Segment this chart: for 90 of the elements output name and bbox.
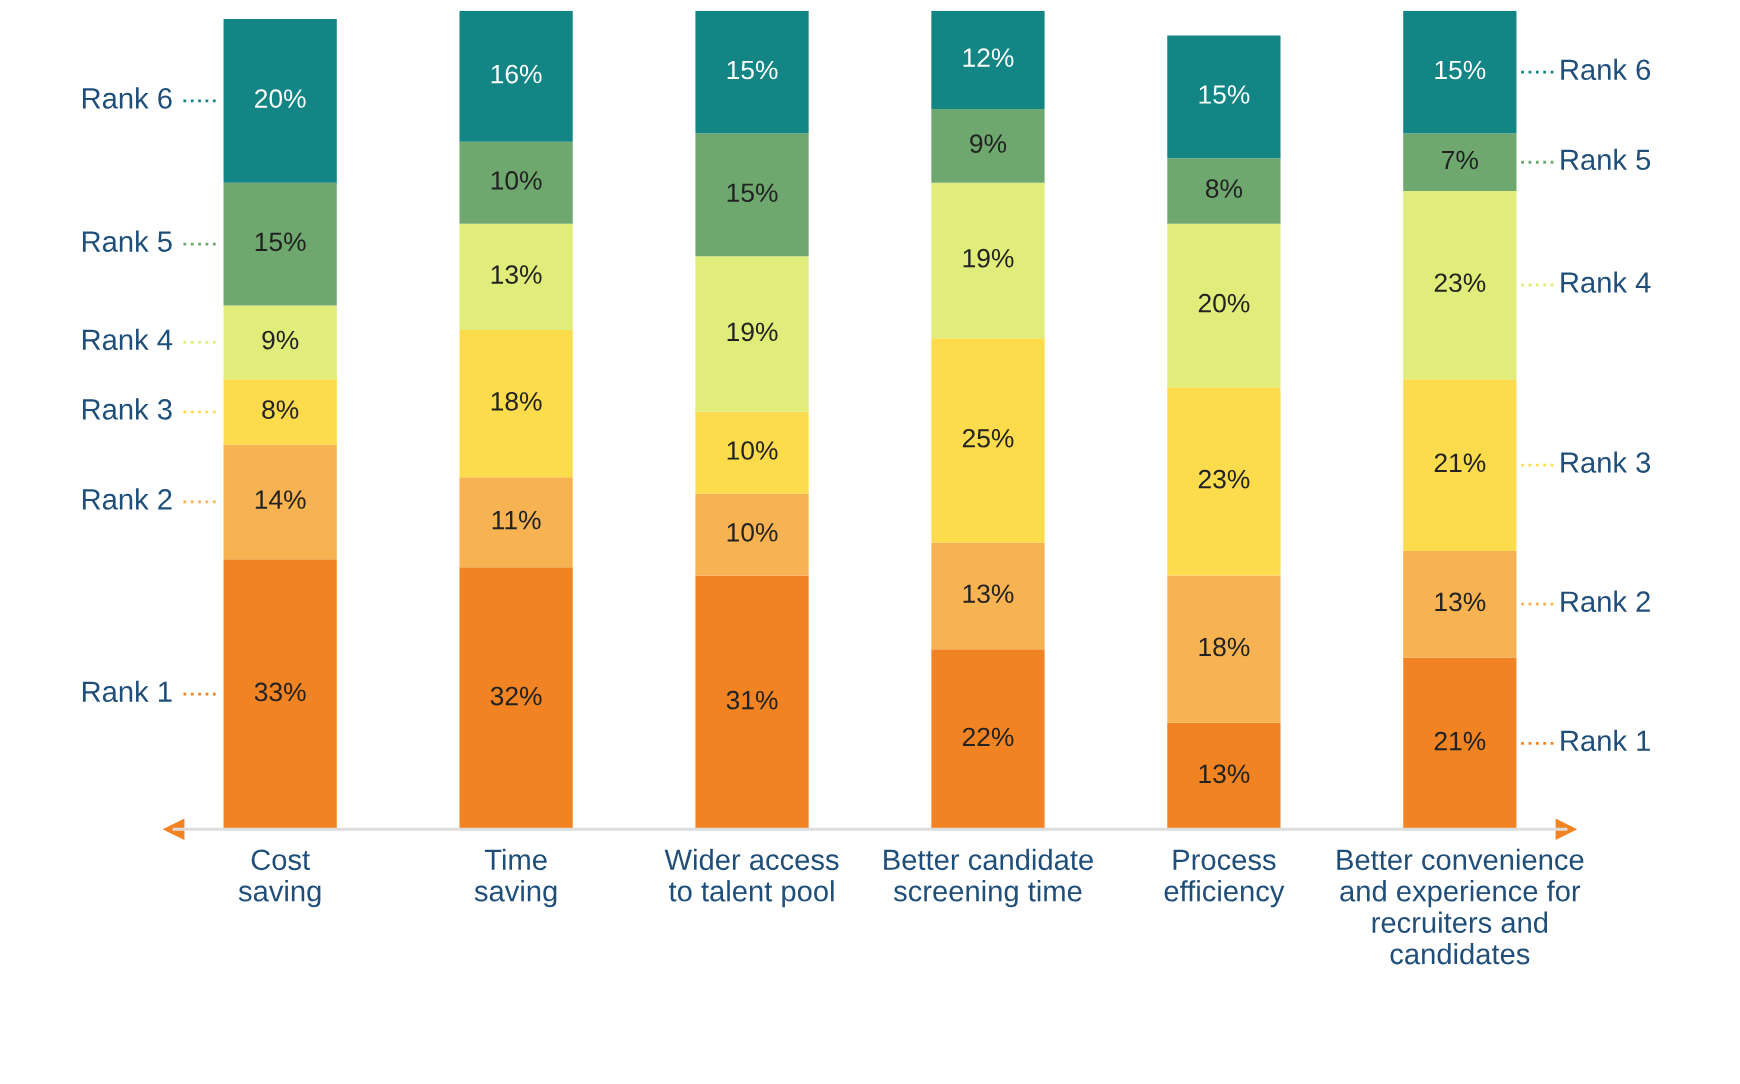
bar [931, 338, 1045, 543]
data-label: 7% [1442, 150, 1478, 170]
data-label: 15% [1199, 85, 1250, 104]
legend-label: Rank 6 [1561, 58, 1651, 81]
text: Rank 1 [82, 680, 172, 703]
bar [459, 141, 573, 224]
bar [931, 649, 1045, 830]
bar [1403, 133, 1517, 191]
data-label: 9% [970, 134, 1007, 153]
data-label: 12% [963, 48, 1014, 67]
data-label: 15% [727, 60, 778, 80]
bar [1167, 575, 1281, 723]
legend-label: Rank 5 [1561, 148, 1651, 171]
bar [931, 109, 1045, 183]
text: Rank 4 [82, 328, 173, 351]
text: Rank 3 [82, 398, 172, 420]
bar [223, 444, 337, 560]
data-label: 8% [1205, 179, 1243, 198]
data-label: 21% [1434, 453, 1486, 473]
bar [1167, 35, 1281, 159]
bar [695, 256, 809, 412]
data-label: 15% [1435, 60, 1486, 80]
bar [459, 223, 573, 331]
data-label: 19% [727, 322, 778, 342]
text: Rank 6 [82, 87, 172, 109]
bar [1167, 387, 1281, 576]
data-label: 25% [962, 428, 1014, 448]
data-label: 20% [1198, 293, 1250, 313]
text: Rank 2 [82, 488, 172, 510]
data-label: 22% [962, 727, 1014, 747]
bar [931, 10, 1045, 110]
data-label: 33% [254, 682, 306, 702]
x-tick-label: Better candidate screening time [884, 848, 1093, 908]
data-label: 32% [490, 686, 542, 706]
bar [1167, 722, 1281, 830]
data-label: 8% [262, 400, 299, 419]
data-label: 31% [726, 690, 778, 710]
x-tick-label: Process efficiency [1164, 849, 1285, 908]
legend-label: Rank 2 [1561, 590, 1650, 613]
bar [223, 559, 337, 830]
data-label: 23% [1198, 469, 1250, 489]
x-tick-label: Wider access to talent pool [664, 848, 839, 908]
bar [1167, 158, 1281, 224]
x-tick-label: Time saving [474, 848, 557, 908]
bar [1403, 551, 1517, 658]
data-label: 19% [963, 248, 1014, 268]
bar [223, 305, 337, 380]
data-label: 13% [1435, 592, 1486, 612]
bar [1403, 657, 1517, 830]
data-label: 13% [963, 584, 1014, 604]
bar [695, 10, 809, 134]
x-tick-label: Cost saving [238, 849, 321, 908]
data-label: 15% [727, 183, 778, 203]
data-label: 14% [255, 490, 306, 509]
bar [931, 542, 1045, 650]
bar [931, 182, 1045, 339]
data-label: 13% [491, 265, 542, 284]
data-label: 18% [1199, 637, 1250, 657]
bar [223, 19, 337, 183]
x-tick-label: Better convenience and experience for recruiters and candidates [1337, 848, 1584, 965]
data-label: 10% [727, 441, 778, 460]
bar [1403, 379, 1517, 551]
bar [1403, 190, 1517, 380]
bar [223, 182, 337, 306]
bar [459, 567, 573, 830]
legend-label: Rank 3 [1561, 451, 1651, 473]
data-label: 18% [491, 392, 542, 411]
data-label: 11% [492, 510, 541, 530]
bar [459, 10, 573, 142]
bar [695, 493, 809, 576]
text: Rank 5 [82, 230, 172, 252]
legend-label: Rank 4 [1561, 271, 1651, 293]
data-label: 13% [1199, 764, 1250, 784]
data-label: 16% [491, 64, 542, 84]
data-label: 21% [1434, 731, 1486, 751]
data-label: 15% [255, 232, 306, 252]
data-label: 20% [255, 89, 306, 108]
bar [1403, 10, 1517, 134]
bar [459, 477, 573, 568]
legend-label: Rank 1 [1561, 729, 1650, 752]
bar [1167, 223, 1281, 388]
bar [223, 379, 337, 445]
bar [459, 330, 573, 478]
bar [695, 411, 809, 494]
bar [695, 575, 809, 830]
data-label: 23% [1434, 273, 1486, 293]
data-label: 9% [262, 330, 299, 350]
data-label: 10% [491, 171, 542, 190]
data-label: 10% [727, 523, 778, 542]
bar [695, 133, 809, 257]
